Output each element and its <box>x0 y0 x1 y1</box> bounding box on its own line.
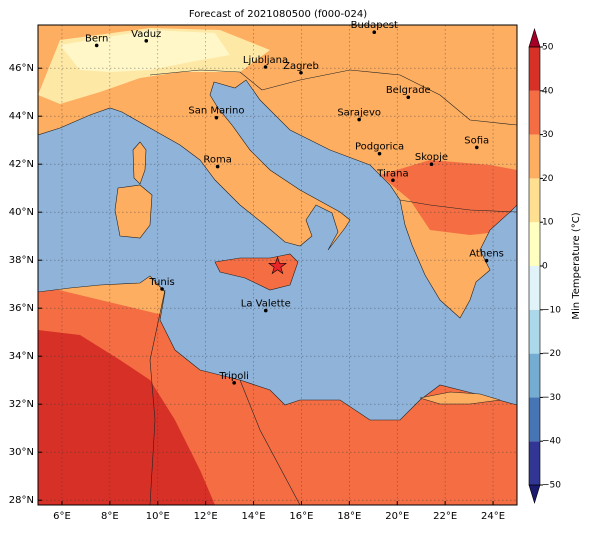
city-dot <box>144 39 149 43</box>
x-tick-label: 8°E <box>101 511 119 522</box>
city-label: Vaduz <box>131 29 161 40</box>
y-tick-label: 46°N <box>9 63 34 74</box>
colorbar-bin <box>529 222 540 266</box>
y-tick-label: 44°N <box>9 111 34 122</box>
colorbar-bin <box>529 266 540 310</box>
x-tick-label: 16°E <box>289 511 313 522</box>
colorbar-bin <box>529 397 540 442</box>
city-label: Skopje <box>415 152 448 163</box>
city-dot <box>214 115 219 120</box>
city-dot <box>474 145 479 150</box>
city-label: Tunis <box>148 277 174 288</box>
map-layers <box>38 25 517 505</box>
colorbar-tick-label: −10 <box>542 305 561 315</box>
y-tick-label: 30°N <box>9 447 34 458</box>
city-dot <box>484 258 489 263</box>
border <box>261 69 517 126</box>
city-label: Sofia <box>464 135 489 146</box>
city-dot <box>377 151 382 156</box>
city-dot <box>429 162 434 166</box>
colorbar-bin <box>529 47 540 91</box>
colorbar-tick-label: 30 <box>542 130 554 140</box>
city-label: Zagreb <box>283 61 319 72</box>
x-tick-label: 22°E <box>433 511 457 522</box>
border <box>239 379 301 505</box>
title: Forecast of 2021080500 (f000-024) <box>189 9 367 20</box>
colorbar-bin <box>529 441 540 485</box>
city-dot <box>94 43 99 48</box>
colorbar-extend-over <box>528 27 541 48</box>
city-dot <box>263 65 268 69</box>
city-label: Podgorica <box>355 142 404 153</box>
y-tick-label: 34°N <box>9 351 34 362</box>
colorbar-bin <box>529 134 540 179</box>
city-label: Budapest <box>351 20 398 31</box>
colorbar-tick-label: 10 <box>542 218 554 228</box>
colorbar-extend-under <box>528 484 541 505</box>
colorbar-tick-label: 50 <box>542 43 554 53</box>
crete <box>419 391 501 405</box>
city-dot <box>263 308 268 313</box>
colorbar-tick-label: 0 <box>542 262 548 272</box>
city-dot <box>357 117 361 122</box>
y-tick-label: 38°N <box>9 255 34 266</box>
city-dot <box>372 30 377 34</box>
city-label: Ljubljana <box>243 55 288 66</box>
colorbar-bin <box>529 90 540 135</box>
city-label: La Valette <box>241 299 291 310</box>
city-dot <box>232 381 236 385</box>
colorbar-tick-label: −20 <box>542 349 561 359</box>
corsica <box>132 141 147 185</box>
y-tick-label: 32°N <box>9 399 34 410</box>
colorbar-tick-label: 40 <box>542 86 554 96</box>
event-marker <box>268 256 287 275</box>
map-frame <box>37 24 518 506</box>
colorbar-bin <box>529 353 540 398</box>
city-label: Sarajevo <box>337 108 381 119</box>
colorbar-label: Min Temperature (°C) <box>571 212 582 319</box>
x-tick-label: 14°E <box>242 511 266 522</box>
y-tick-label: 36°N <box>9 303 34 314</box>
city-dot <box>299 70 303 75</box>
city-label: Bern <box>85 33 108 44</box>
x-tick-label: 18°E <box>337 511 361 522</box>
city-label: Tripoli <box>218 371 249 382</box>
colorbar-tick-label: 20 <box>542 174 554 184</box>
x-tick-label: 10°E <box>146 511 170 522</box>
x-tick-label: 24°E <box>481 511 505 522</box>
colorbar-bin <box>529 309 540 354</box>
city-dot <box>391 178 395 183</box>
city-label: Belgrade <box>386 85 431 96</box>
colorbar-tick-label: −30 <box>542 393 561 403</box>
y-tick-label: 42°N <box>9 159 34 170</box>
x-tick-label: 12°E <box>194 511 218 522</box>
alps-cold <box>60 30 230 72</box>
city-dot <box>160 287 164 291</box>
city-dot <box>215 164 220 169</box>
colorbar-tick-label: −40 <box>542 437 561 447</box>
x-tick-label: 20°E <box>385 511 409 522</box>
border <box>399 199 517 213</box>
x-tick-label: 6°E <box>53 511 71 522</box>
colorbar-tick-label: −50 <box>542 481 561 491</box>
africa-hot <box>38 330 215 505</box>
city-dot <box>406 95 411 100</box>
y-tick-label: 28°N <box>9 495 34 506</box>
y-tick-label: 40°N <box>9 207 34 218</box>
city-label: Tirana <box>376 168 408 179</box>
city-label: San Marino <box>188 106 244 117</box>
border <box>149 69 263 91</box>
city-label: Roma <box>203 155 232 166</box>
city-label: Athens <box>469 249 504 260</box>
colorbar-bin <box>529 178 540 223</box>
balkan-warm <box>380 160 517 235</box>
sardinia <box>114 184 153 239</box>
